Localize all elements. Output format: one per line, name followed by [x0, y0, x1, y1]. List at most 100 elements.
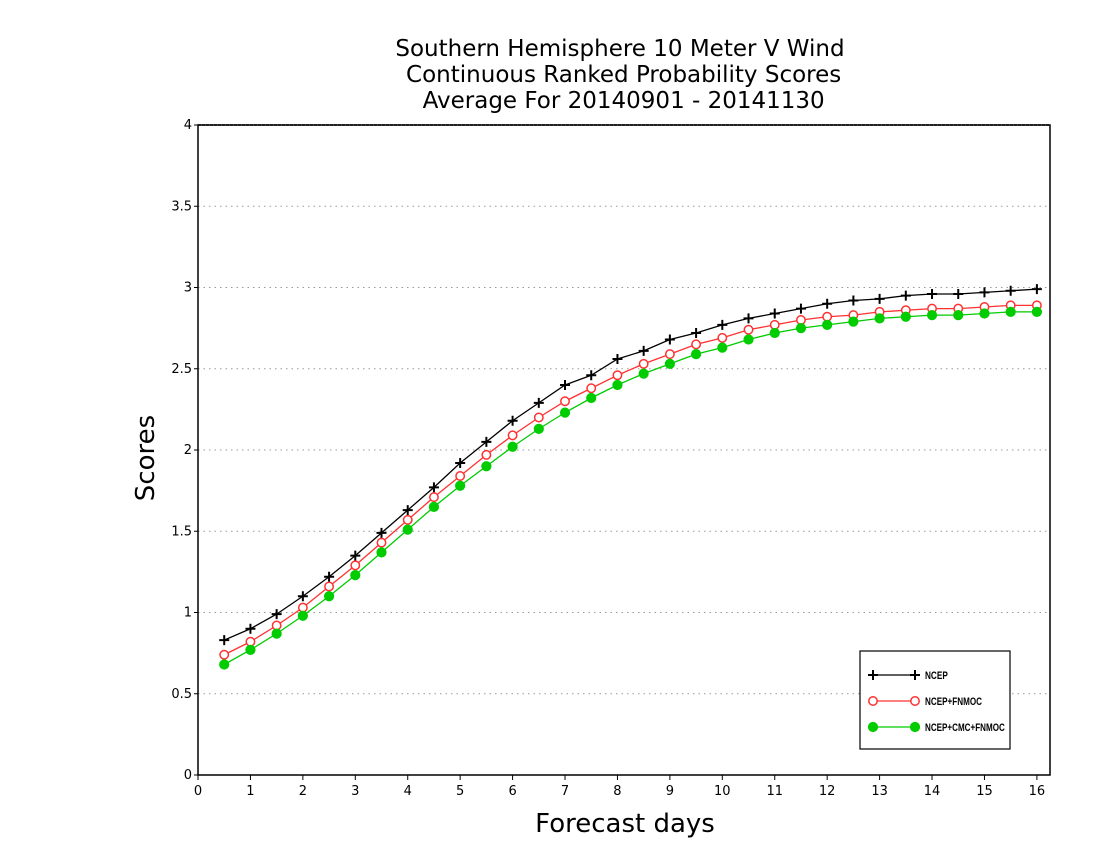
data-point-open-circle: [245, 636, 256, 647]
x-tick-label: 16: [1029, 784, 1046, 799]
data-point-open-circle: [402, 514, 413, 525]
data-point-plus: [560, 380, 571, 390]
data-point-filled-circle: [953, 310, 964, 321]
data-point-filled-circle: [481, 461, 492, 472]
data-point-open-circle: [586, 383, 597, 394]
data-point-plus: [507, 415, 518, 426]
data-point-plus: [868, 670, 878, 680]
data-point-plus: [769, 308, 780, 319]
data-point-filled-circle: [219, 659, 230, 670]
y-tick-label: 3: [184, 281, 192, 296]
data-point-filled-circle: [350, 570, 361, 581]
data-point-open-circle: [376, 537, 387, 548]
x-tick-label: 8: [613, 784, 621, 799]
chart-title-line-3: Average For 20140901 - 20141130: [415, 88, 825, 114]
data-point-filled-circle: [455, 480, 466, 491]
data-point-open-circle: [822, 311, 833, 322]
x-tick-label: 10: [714, 784, 731, 799]
data-point-open-circle: [324, 581, 335, 592]
y-tick-label: 4: [184, 118, 192, 133]
data-point-filled-circle: [402, 524, 413, 535]
data-point-filled-circle: [297, 610, 308, 621]
data-point-plus: [910, 670, 920, 680]
data-point-filled-circle: [612, 379, 623, 391]
data-point-open-circle: [910, 696, 920, 706]
x-tick-label: 13: [871, 784, 888, 799]
legend-label-0: NCEP: [925, 670, 948, 682]
y-tick-label: 2.5: [171, 362, 192, 377]
data-point-open-circle: [743, 324, 754, 335]
data-point-filled-circle: [586, 392, 597, 404]
data-point-filled-circle: [848, 316, 859, 327]
y-tick-label: 2: [184, 443, 192, 458]
x-tick-label: 3: [351, 784, 359, 799]
x-tick-label: 9: [666, 784, 674, 799]
data-point-filled-circle: [559, 407, 571, 418]
data-point-plus: [428, 482, 439, 493]
data-point-filled-circle: [979, 308, 990, 319]
data-point-plus: [271, 609, 282, 620]
data-point-plus: [376, 527, 387, 538]
data-point-open-circle: [271, 620, 282, 631]
data-point-open-circle: [560, 396, 570, 407]
data-point-plus: [350, 550, 361, 561]
data-point-plus: [927, 289, 938, 299]
x-tick-label: 5: [456, 784, 464, 799]
x-tick-label: 11: [766, 784, 783, 799]
data-point-filled-circle: [717, 342, 728, 353]
x-tick-label: 14: [924, 784, 941, 799]
data-point-filled-circle: [638, 368, 649, 379]
data-point-plus: [691, 328, 702, 338]
data-point-filled-circle: [822, 319, 833, 330]
data-point-plus: [743, 313, 754, 324]
data-point-open-circle: [664, 349, 675, 360]
x-tick-label: 4: [404, 784, 412, 799]
data-point-open-circle: [533, 412, 544, 423]
data-point-plus: [874, 293, 885, 304]
data-point-filled-circle: [795, 323, 807, 334]
data-point-plus: [1005, 285, 1016, 296]
data-point-plus: [900, 290, 911, 301]
data-point-plus: [638, 345, 649, 356]
data-point-filled-circle: [874, 313, 885, 324]
data-point-plus: [612, 354, 623, 364]
data-point-open-circle: [350, 560, 361, 571]
series-line-1: [223, 304, 1037, 656]
data-point-open-circle: [507, 430, 518, 441]
data-point-filled-circle: [900, 311, 911, 322]
data-point-plus: [953, 289, 964, 299]
legend-label-1: NCEP+FNMOC: [925, 696, 982, 708]
y-tick-label: 1: [184, 606, 192, 621]
data-point-open-circle: [297, 602, 308, 613]
data-point-plus: [481, 436, 492, 447]
data-point-filled-circle: [690, 349, 702, 360]
x-tick-label: 2: [299, 784, 307, 799]
x-tick-label: 0: [194, 784, 202, 799]
data-point-filled-circle: [909, 721, 921, 733]
data-point-filled-circle: [507, 441, 518, 452]
data-point-filled-circle: [1031, 306, 1042, 317]
data-point-plus: [455, 458, 466, 468]
data-point-filled-circle: [533, 423, 544, 434]
data-point-filled-circle: [664, 358, 675, 369]
data-point-plus: [324, 571, 335, 582]
data-point-plus: [979, 287, 990, 298]
y-tick-label: 1.5: [171, 524, 192, 539]
data-point-plus: [1031, 284, 1042, 295]
y-tick-label: 0: [184, 768, 192, 783]
data-point-open-circle: [638, 358, 649, 369]
chart-title-line-1: Southern Hemisphere 10 Meter V Wind: [395, 36, 845, 62]
data-point-plus: [717, 319, 728, 330]
data-point-plus: [664, 334, 675, 345]
y-tick-label: 0.5: [171, 687, 192, 702]
legend-label-2: NCEP+CMC+FNMOC: [925, 722, 1005, 734]
data-point-plus: [533, 397, 544, 408]
data-point-filled-circle: [245, 644, 256, 655]
legend-box: [859, 650, 1011, 750]
data-point-open-circle: [868, 696, 878, 706]
series-line-0: [223, 288, 1037, 641]
data-point-open-circle: [219, 649, 230, 660]
x-axis-label: Forecast days: [535, 809, 715, 839]
data-point-plus: [219, 635, 230, 646]
